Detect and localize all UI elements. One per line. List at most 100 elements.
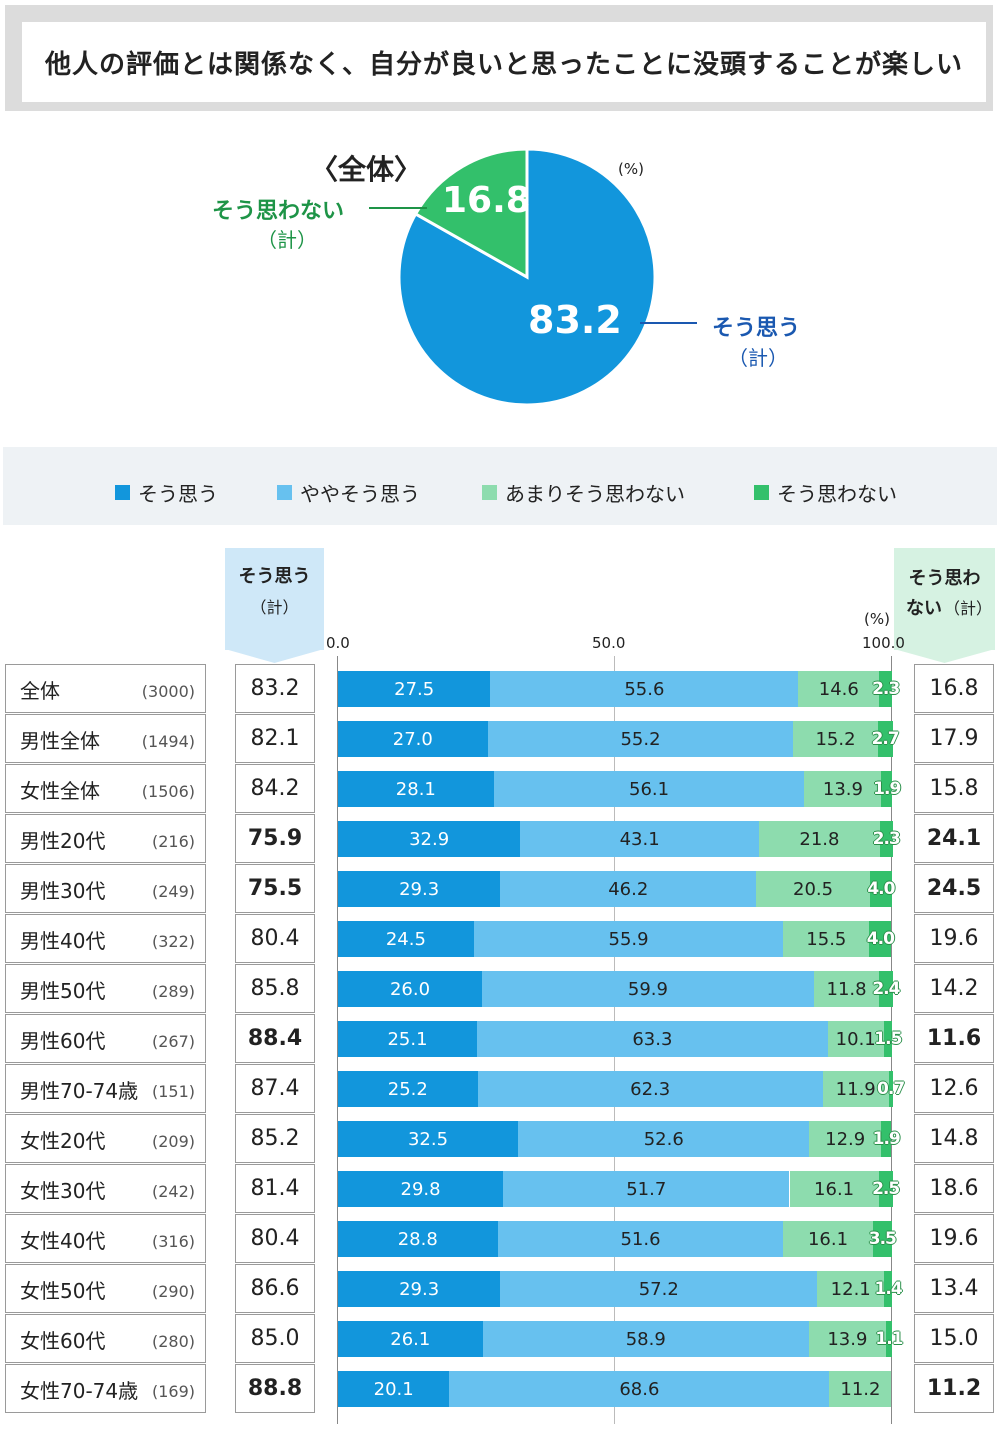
row-label-box: 女性40代 (316) <box>5 1214 206 1263</box>
bar-segment-2: 52.6 <box>518 1121 810 1157</box>
row-label: 男性30代 <box>20 879 106 903</box>
bar-segment-1: 32.9 <box>338 821 521 857</box>
row-label-box: 男性全体 (1494) <box>5 714 206 763</box>
row-label: 女性70-74歳 <box>20 1379 139 1403</box>
row-no-total: 19.6 <box>914 1214 994 1263</box>
row-label-box: 男性60代 (267) <box>5 1014 206 1063</box>
bar-segment-1: 29.3 <box>338 1271 501 1307</box>
legend-item-2: ややそう思う <box>277 478 420 507</box>
row-label: 男性70-74歳 <box>20 1079 139 1103</box>
row-sample-size: (1506) <box>141 782 195 801</box>
bar-segment-4: 2.3 <box>872 671 900 707</box>
axis-line-0 <box>337 656 338 1424</box>
row-label: 女性50代 <box>20 1279 106 1303</box>
row-sample-size: (169) <box>151 1382 195 1401</box>
bar-segment-3: 11.8 <box>813 971 880 1007</box>
bar-segment-1: 28.8 <box>338 1221 498 1257</box>
row-label-box: 男性20代 (216) <box>5 814 206 863</box>
row-no-total: 14.2 <box>914 964 994 1013</box>
legend-swatch <box>482 485 497 500</box>
bar-segment-2: 62.3 <box>477 1071 823 1107</box>
row-label: 女性全体 <box>20 779 100 803</box>
bar-segment-2: 63.3 <box>477 1021 828 1057</box>
axis-tick-label: 100.0 <box>862 634 905 652</box>
bar-segment-2: 56.1 <box>493 771 805 807</box>
bar-segment-3: 10.1 <box>827 1021 884 1057</box>
bar-segment-2: 43.1 <box>520 821 760 857</box>
row-label: 男性40代 <box>20 929 106 953</box>
row-sample-size: (289) <box>151 982 195 1001</box>
row-no-total: 16.8 <box>914 664 994 713</box>
header-no-sub: （計） <box>944 599 993 618</box>
bar-segment-1: 25.1 <box>338 1021 478 1057</box>
title-box: 他人の評価とは関係なく、自分が良いと思ったことに没頭することが楽しい <box>22 22 986 102</box>
row-sample-size: (280) <box>151 1332 195 1351</box>
row-label: 男性60代 <box>20 1029 106 1053</box>
pie-no-sub: （計） <box>257 228 317 252</box>
row-no-total: 14.8 <box>914 1114 994 1163</box>
bar-segment-3: 15.2 <box>793 721 878 757</box>
pie-unit: (%) <box>618 160 644 178</box>
row-label-box: 男性50代 (289) <box>5 964 206 1013</box>
bar-segment-4: 2.3 <box>873 821 901 857</box>
legend-item-4: そう思わない <box>754 478 897 507</box>
chart-title: 他人の評価とは関係なく、自分が良いと思ったことに没頭することが楽しい <box>44 49 963 80</box>
row-yes-total: 80.4 <box>235 914 315 963</box>
row-sample-size: (216) <box>151 832 195 851</box>
row-yes-total: 82.1 <box>235 714 315 763</box>
bar-segment-1: 25.2 <box>338 1071 478 1107</box>
row-yes-total: 75.5 <box>235 864 315 913</box>
row-yes-total: 84.2 <box>235 764 315 813</box>
bar-segment-4: 1.9 <box>873 1121 901 1157</box>
row-no-total: 13.4 <box>914 1264 994 1313</box>
row-label-box: 男性40代 (322) <box>5 914 206 963</box>
legend-swatch <box>754 485 769 500</box>
axis-tick-label: 0.0 <box>326 634 350 652</box>
bar-segment-1: 26.0 <box>338 971 483 1007</box>
pie-yes-label: そう思う <box>712 316 801 341</box>
row-sample-size: (316) <box>151 1232 195 1251</box>
row-yes-total: 85.2 <box>235 1114 315 1163</box>
header-no-total: そう思わ ない （計） <box>894 548 995 650</box>
legend-band <box>3 447 997 525</box>
bar-segment-2: 58.9 <box>482 1321 809 1357</box>
row-label-box: 全体 (3000) <box>5 664 206 713</box>
legend-label: そう思う <box>138 482 218 506</box>
legend-label: あまりそう思わない <box>505 482 685 506</box>
bar-segment-2: 68.6 <box>449 1371 830 1407</box>
bar-segment-1: 20.1 <box>338 1371 450 1407</box>
row-yes-total: 87.4 <box>235 1064 315 1113</box>
bar-segment-1: 24.5 <box>338 921 474 957</box>
row-label: 男性20代 <box>20 829 106 853</box>
row-sample-size: (1494) <box>141 732 195 751</box>
header-no-arrow <box>894 649 995 663</box>
pie-slice-no <box>413 147 529 280</box>
bar-segment-3: 16.1 <box>783 1221 873 1257</box>
legend-label: ややそう思う <box>300 482 420 506</box>
bar-segment-2: 55.6 <box>490 671 799 707</box>
bar-segment-3: 12.1 <box>817 1271 885 1307</box>
bar-segment-1: 29.8 <box>338 1171 504 1207</box>
row-label: 全体 <box>20 679 60 703</box>
header-yes-label: そう思う <box>238 566 311 587</box>
row-label: 女性60代 <box>20 1329 106 1353</box>
row-yes-total: 83.2 <box>235 664 315 713</box>
row-sample-size: (267) <box>151 1032 195 1051</box>
legend-swatch <box>115 485 130 500</box>
row-label-box: 女性50代 (290) <box>5 1264 206 1313</box>
bar-segment-2: 46.2 <box>500 871 757 907</box>
bar-segment-1: 26.1 <box>338 1321 483 1357</box>
row-sample-size: (290) <box>151 1282 195 1301</box>
bar-segment-1: 28.1 <box>338 771 494 807</box>
bar-segment-4: 0.7 <box>877 1071 905 1107</box>
row-sample-size: (242) <box>151 1182 195 1201</box>
row-yes-total: 88.8 <box>235 1364 315 1413</box>
pie-heading: 〈全体〉 <box>310 153 423 186</box>
bar-segment-4: 1.5 <box>874 1021 902 1057</box>
row-no-total: 18.6 <box>914 1164 994 1213</box>
row-sample-size: (209) <box>151 1132 195 1151</box>
header-no-line1: そう思わ <box>908 568 981 589</box>
row-label-box: 男性30代 (249) <box>5 864 206 913</box>
bar-segment-4: 2.5 <box>872 1171 900 1207</box>
pie-chart <box>369 147 697 407</box>
